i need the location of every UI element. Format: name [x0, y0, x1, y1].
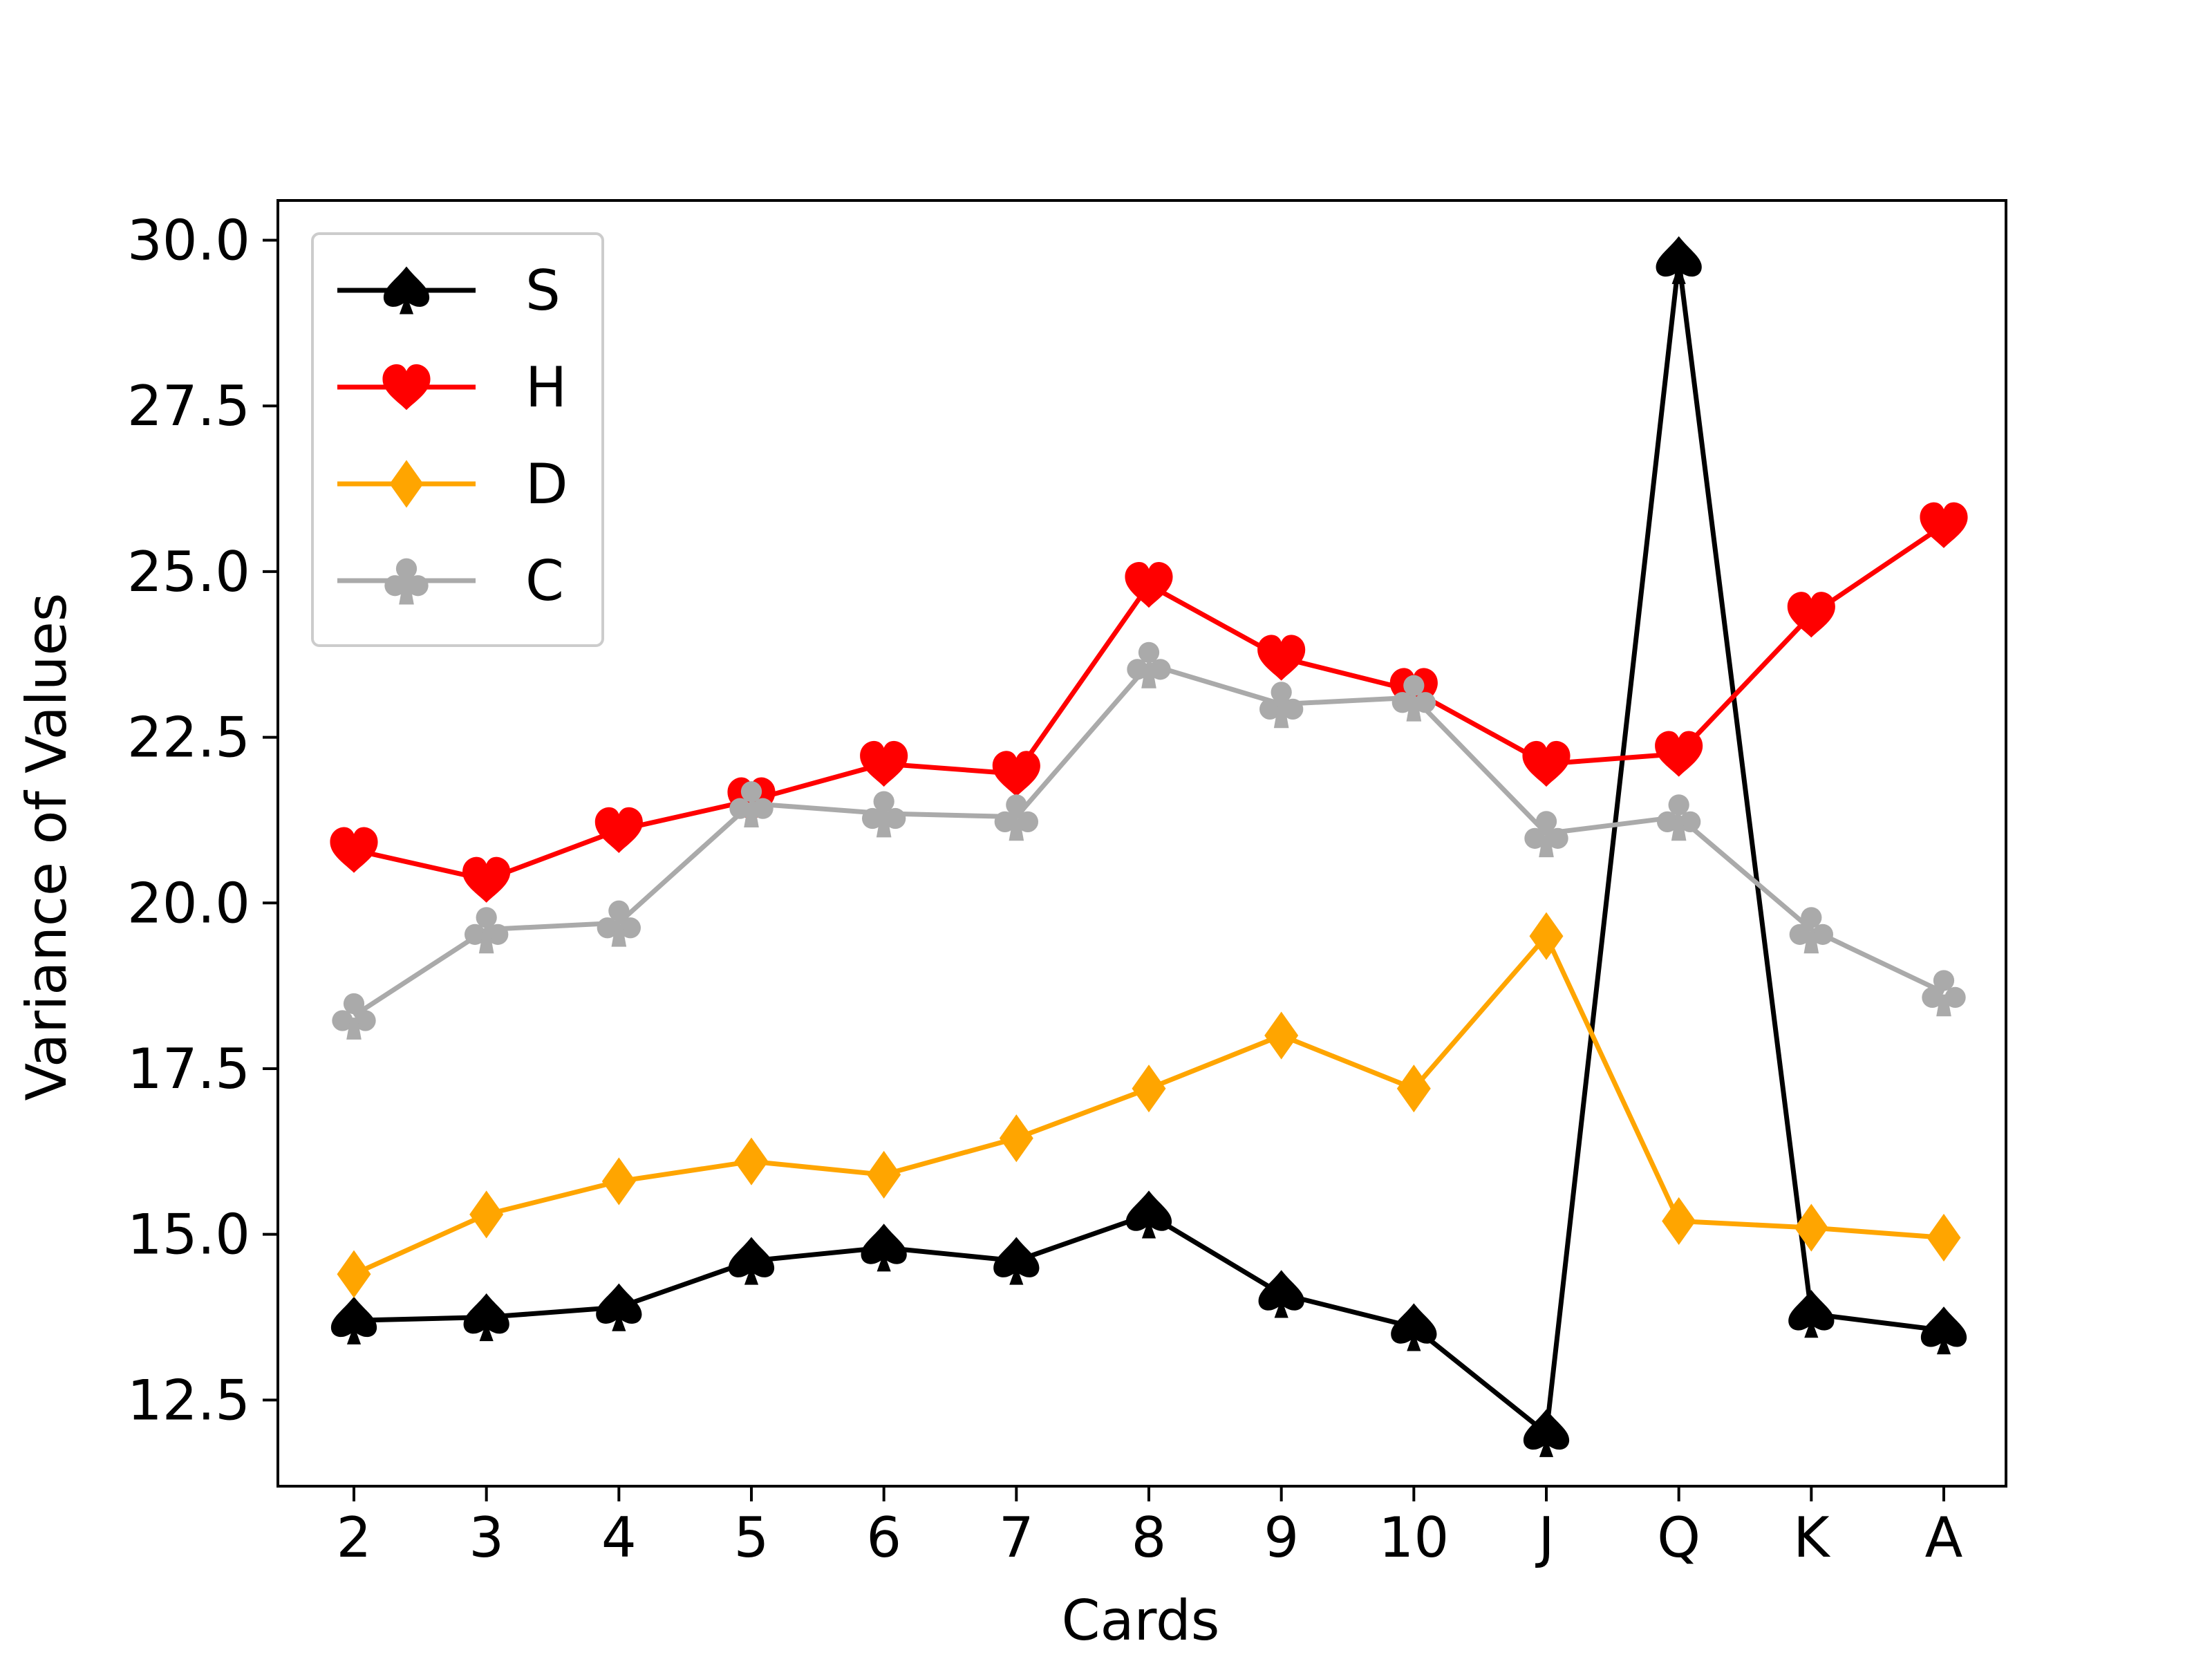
x-tick-label: 5 [734, 1506, 769, 1570]
axes-frame [276, 199, 2007, 1488]
data-point-D [1264, 1011, 1299, 1060]
data-point-D [1662, 1197, 1696, 1246]
data-point-D [601, 1157, 636, 1206]
data-point-D [1132, 1065, 1166, 1113]
x-tick-label: 2 [337, 1506, 372, 1570]
plot-area: 2 3 4 5 6 7 8 9 10 J Q K A 12.5 15.0 17.5 20.0 22.5 25.0 27… [127, 199, 2007, 1570]
data-point-H [1655, 731, 1703, 777]
y-tick-label: 20.0 [127, 871, 250, 935]
data-point-S [1788, 1290, 1835, 1338]
series-C [332, 641, 1966, 1040]
x-tick-label: J [1535, 1506, 1555, 1570]
x-tick-label: 10 [1378, 1506, 1449, 1570]
x-tick-label: 8 [1132, 1506, 1167, 1570]
data-point-H [992, 751, 1040, 797]
data-point-H [860, 740, 908, 787]
y-tick-label: 12.5 [127, 1368, 250, 1432]
data-point-S [1125, 1190, 1172, 1239]
legend-entry-S: S [337, 259, 561, 323]
x-tick-label: K [1793, 1506, 1831, 1570]
data-point-D [867, 1150, 901, 1199]
data-point-H [1125, 561, 1173, 608]
data-point-S [993, 1237, 1040, 1285]
data-point-D [337, 1250, 371, 1298]
legend-entry-D: D [337, 452, 568, 516]
data-point-H [1257, 635, 1306, 681]
data-point-H [330, 827, 378, 873]
data-point-H [1522, 740, 1571, 787]
x-axis-label: Cards [1062, 1588, 1220, 1653]
data-point-C [1922, 970, 1966, 1017]
series-S [330, 236, 1967, 1457]
y-tick-label: 30.0 [127, 209, 250, 273]
y-tick-label: 27.5 [127, 374, 250, 438]
data-point-S [861, 1224, 907, 1272]
data-point-D [734, 1137, 769, 1185]
y-tick-label: 25.0 [127, 540, 250, 604]
legend-entry-H: H [337, 355, 567, 420]
data-point-S [1656, 236, 1702, 284]
data-point-H [594, 807, 643, 853]
series-H [330, 502, 1968, 903]
data-point-D [999, 1114, 1033, 1163]
x-tick-label: 9 [1264, 1506, 1299, 1570]
data-point-H [462, 856, 511, 903]
series-D [337, 912, 1961, 1298]
data-point-S [1523, 1409, 1570, 1457]
y-axis-label: Variance of Values [15, 593, 79, 1101]
data-point-S [1920, 1306, 1967, 1355]
legend-label: D [525, 452, 568, 516]
legend-label: C [525, 549, 564, 613]
legend-box [311, 232, 604, 647]
legend-label: H [525, 355, 567, 420]
series-line [353, 662, 1945, 1018]
data-point-S [596, 1283, 642, 1331]
data-point-D [1927, 1213, 1961, 1262]
y-tick-label: 22.5 [127, 706, 250, 770]
data-point-C [332, 993, 376, 1040]
x-tick-label: 3 [469, 1506, 504, 1570]
legend-entry-C: C [337, 549, 564, 613]
data-point-D [469, 1190, 504, 1239]
data-point-S [1258, 1270, 1304, 1318]
data-point-H [1920, 502, 1968, 548]
x-tick-label: A [1925, 1506, 1963, 1570]
legend-label: S [525, 259, 561, 323]
x-tick-label: 7 [999, 1506, 1034, 1570]
data-point-S [463, 1293, 509, 1342]
y-tick-label: 15.0 [127, 1203, 250, 1267]
data-point-S [330, 1296, 377, 1344]
y-tick-label: 17.5 [127, 1037, 250, 1101]
x-tick-label: 6 [866, 1506, 901, 1570]
data-point-S [728, 1237, 775, 1285]
x-tick-label: Q [1657, 1506, 1700, 1570]
data-point-S [1391, 1303, 1437, 1351]
x-tick-label: 4 [601, 1506, 637, 1570]
